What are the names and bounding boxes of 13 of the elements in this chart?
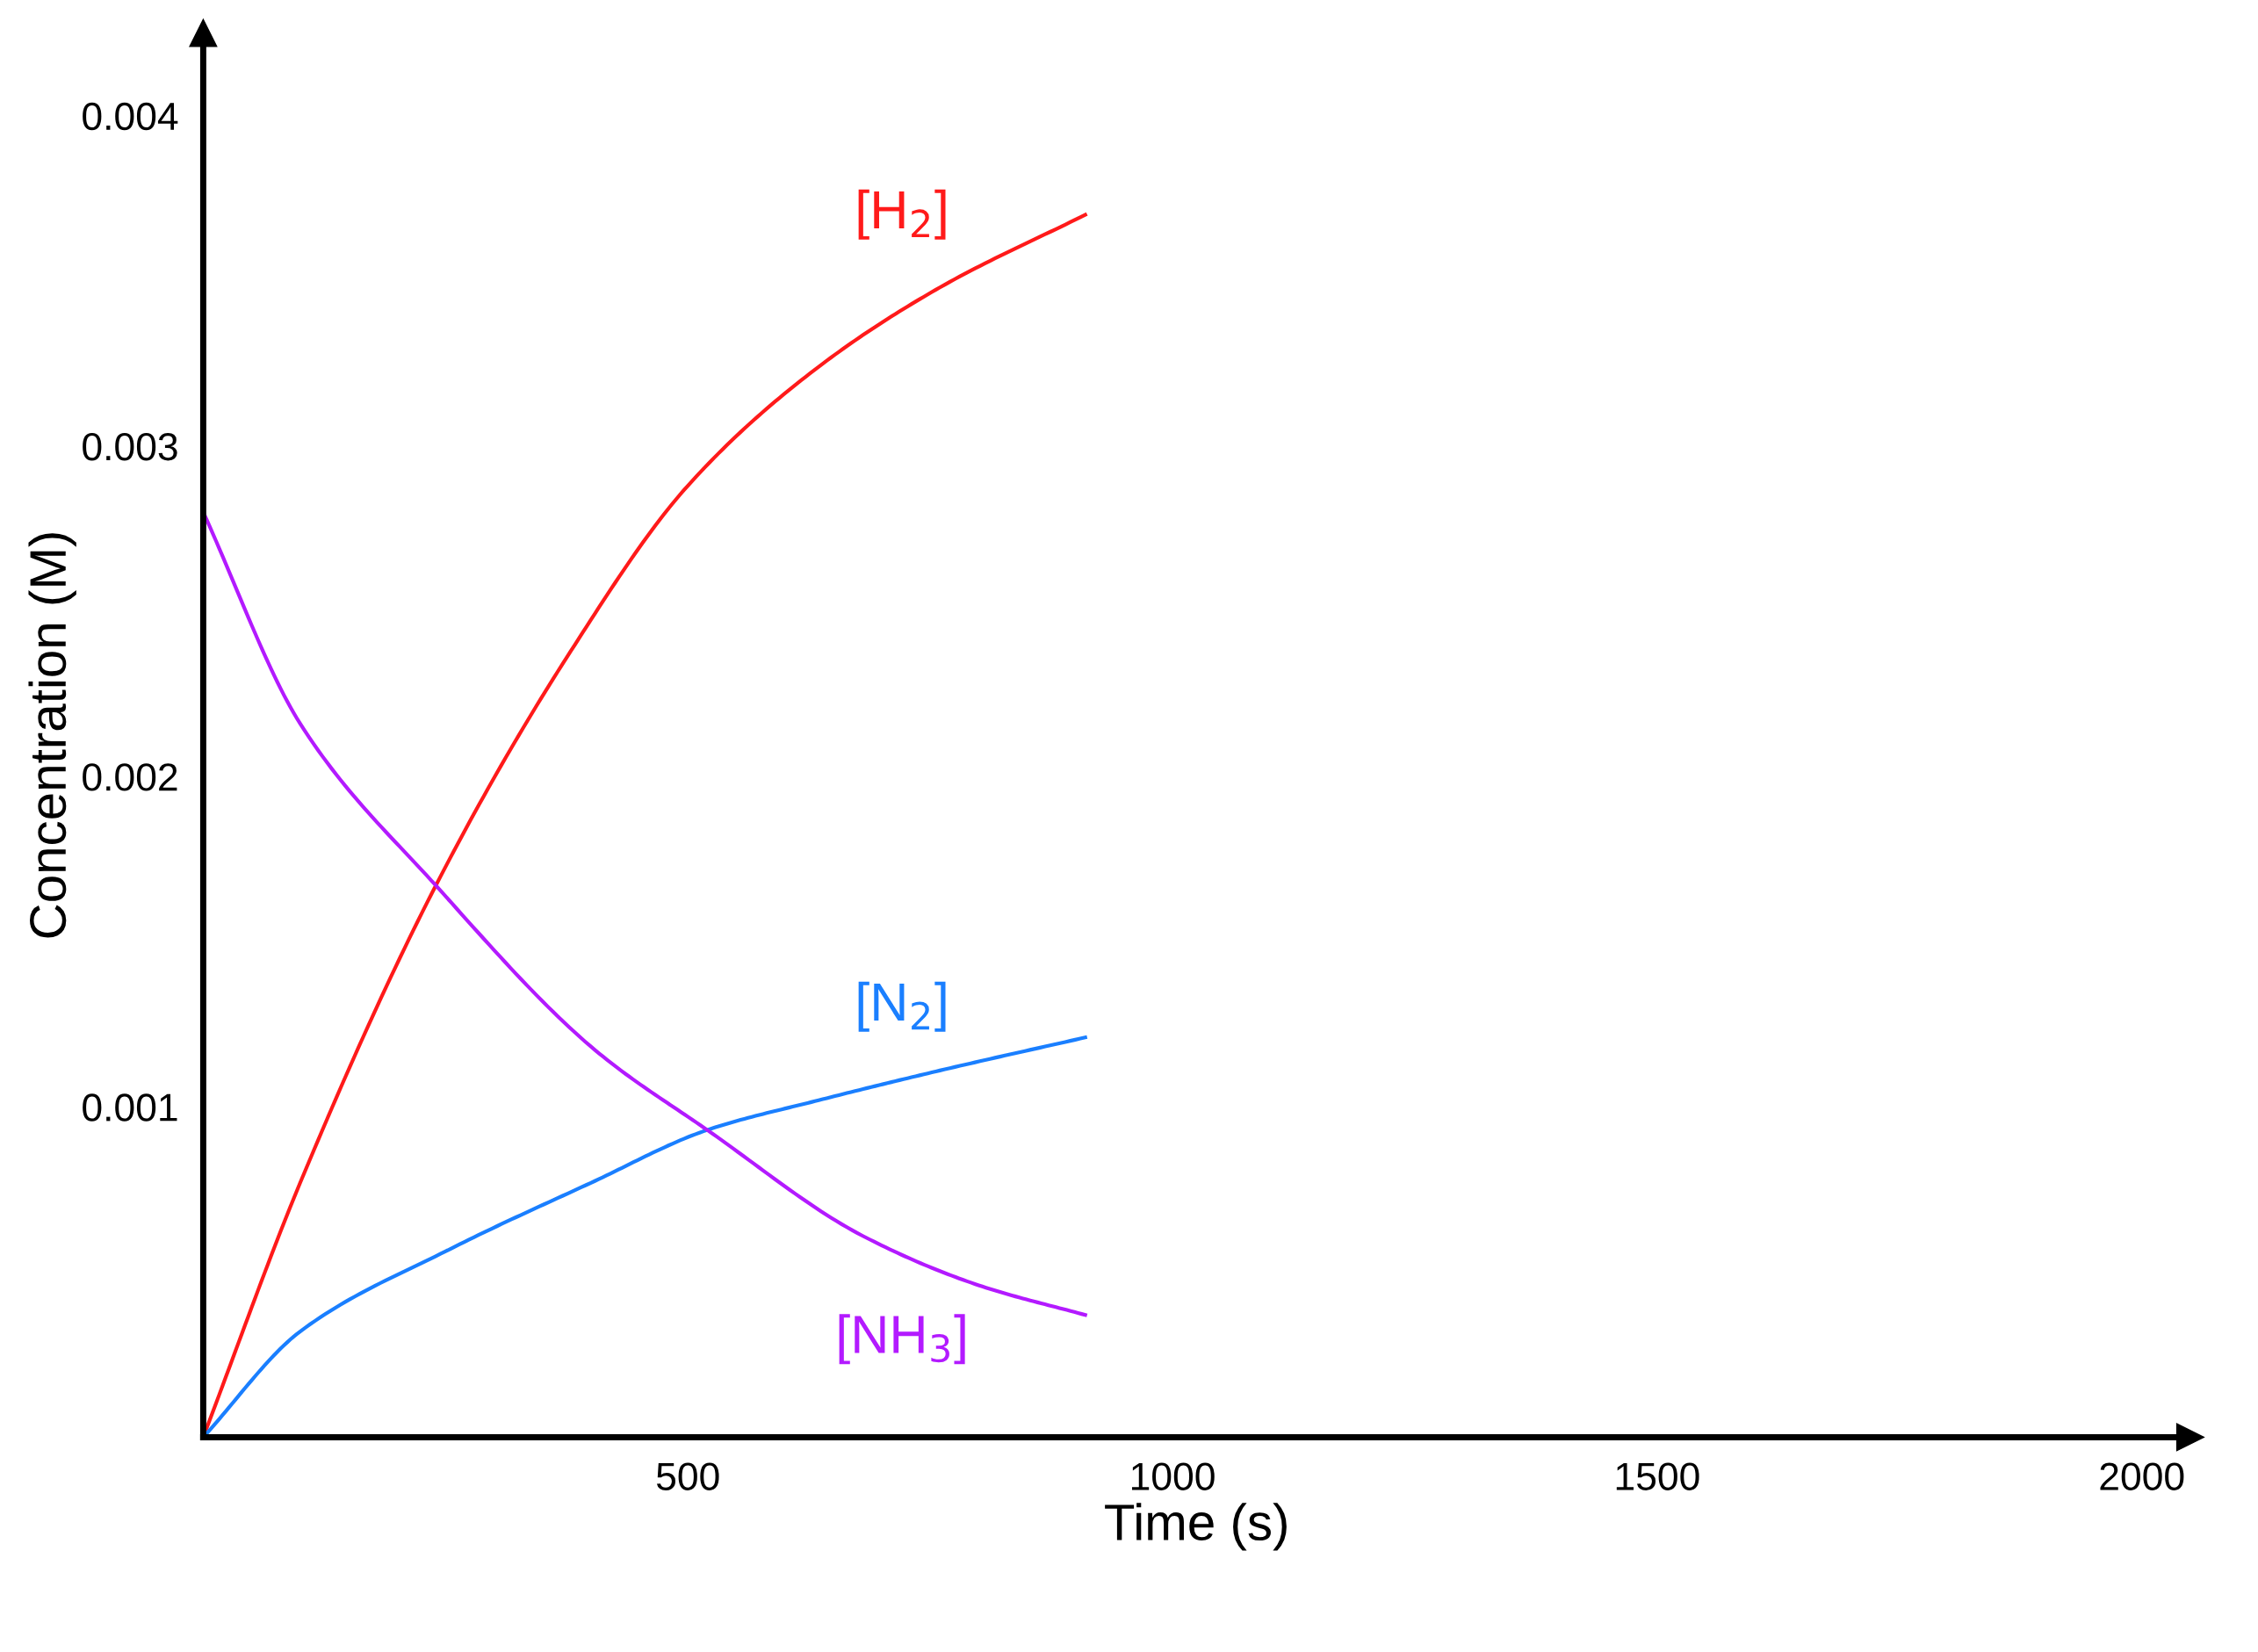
y-axis-title: Concentration (M): [28, 533, 76, 938]
y-tick-label: 0.001: [83, 1093, 177, 1122]
y-tick-label: 0.003: [83, 432, 177, 461]
x-tick-label: 500: [656, 1462, 719, 1490]
x-tick-label: 2000: [2100, 1462, 2184, 1490]
series-label: [H$_{2}$]: [858, 189, 946, 240]
x-axis-title: Time (s): [1105, 1503, 1287, 1551]
y-tick-label: 0.002: [83, 763, 177, 791]
x-tick-label: 1500: [1616, 1462, 1699, 1490]
x-tick-label: 1000: [1132, 1462, 1215, 1490]
y-tick-label: 0.004: [83, 102, 178, 131]
series-label: [N$_{2}$]: [858, 981, 946, 1032]
series-label: [NH$_{3}$]: [839, 1314, 965, 1365]
